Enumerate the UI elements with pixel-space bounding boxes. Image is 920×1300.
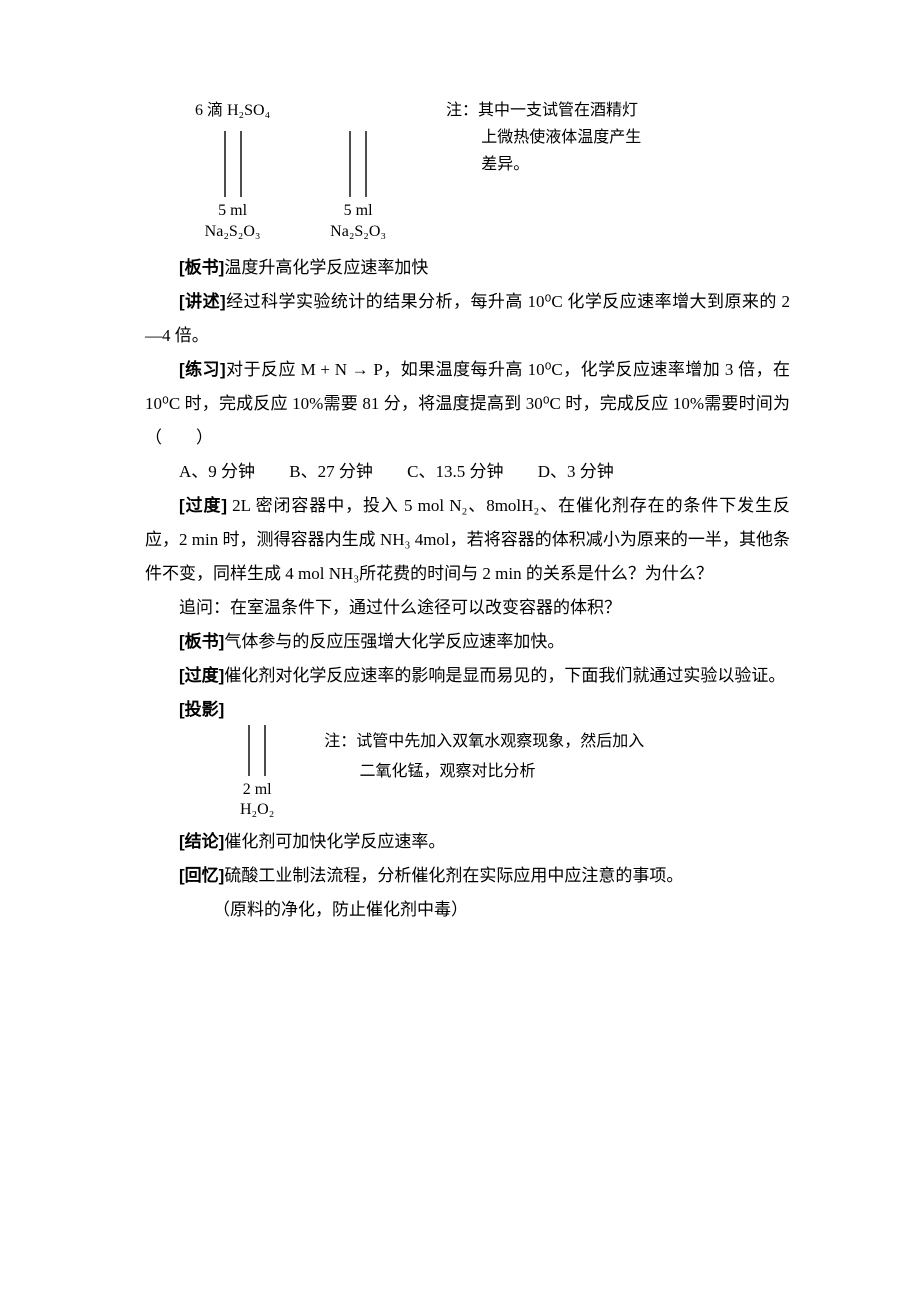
- guodu-text: 催化剂对化学反应速率的影响是显而易见的，下面我们就通过实验以验证。: [224, 666, 785, 685]
- volume-label: 5 ml: [344, 202, 373, 219]
- option-c: C、13.5 分钟: [407, 462, 503, 481]
- exp1-top-label: 6 滴 H₂SO₄: [195, 95, 270, 127]
- test-tube-icon: [245, 723, 269, 778]
- exp1-t2-bottom: 5 ml Na₂S₂O₃: [330, 201, 386, 243]
- exp1-top-spacer: [356, 95, 360, 127]
- note-line: 注：试管中先加入双氧水观察现象，然后加入: [324, 727, 644, 757]
- lianxi-label: [练习]: [179, 360, 226, 379]
- chemical-label: H₂O₂: [240, 801, 274, 818]
- banshu-text: 气体参与的反应压强增大化学反应速率加快。: [224, 632, 564, 651]
- note-line: 上微热使液体温度产生: [446, 124, 641, 151]
- jiangshu-para: [讲述]经过科学实验统计的结果分析，每升高 10⁰C 化学反应速率增大到原来的 …: [145, 285, 790, 353]
- jielun-para: [结论]催化剂可加快化学反应速率。: [145, 825, 790, 859]
- huiyi-sub: （原料的净化，防止催化剂中毒）: [145, 893, 790, 927]
- zhuiwen-text: 追问：在室温条件下，通过什么途径可以改变容器的体积？: [179, 598, 621, 617]
- volume-label: 5 ml: [218, 202, 247, 219]
- note-line: 二氧化锰，观察对比分析: [324, 757, 644, 787]
- touying-label: [投影]: [179, 700, 224, 719]
- jiangshu-text: 经过科学实验统计的结果分析，每升高 10⁰C 化学反应速率增大到原来的 2—4 …: [145, 292, 790, 345]
- huiyi-label: [回忆]: [179, 866, 224, 885]
- chemical-label: Na₂S₂O₃: [330, 223, 386, 240]
- experiment2-note: 注：试管中先加入双氧水观察现象，然后加入 二氧化锰，观察对比分析: [324, 723, 644, 788]
- document-page: 6 滴 H₂SO₄ 5 ml Na₂S₂O₃ 5 ml Na₂S₂O₃ 注：其中…: [0, 0, 920, 987]
- note-line: 注：其中一支试管在酒精灯: [446, 97, 641, 124]
- jielun-label: [结论]: [179, 832, 224, 851]
- experiment1-row: 6 滴 H₂SO₄ 5 ml Na₂S₂O₃ 5 ml Na₂S₂O₃ 注：其中…: [195, 95, 790, 243]
- experiment1-tube2: 5 ml Na₂S₂O₃: [330, 95, 386, 243]
- volume-label: 2 ml: [243, 781, 272, 798]
- huiyi-text: 硫酸工业制法流程，分析催化剂在实际应用中应注意的事项。: [224, 866, 683, 885]
- huiyi-para: [回忆]硫酸工业制法流程，分析催化剂在实际应用中应注意的事项。: [145, 859, 790, 893]
- chemical-label: Na₂S₂O₃: [205, 223, 261, 240]
- banshu-para: [板书]温度升高化学反应速率加快: [145, 251, 790, 285]
- option-b: B、27 分钟: [289, 462, 373, 481]
- guodu-text: 2L 密闭容器中，投入 5 mol N₂、8molH₂、在催化剂存在的条件下发生…: [145, 496, 790, 583]
- lianxi-para: [练习]对于反应 M + N → P，如果温度每升高 10⁰C，化学反应速率增加…: [145, 353, 790, 455]
- option-a: A、9 分钟: [179, 462, 255, 481]
- banshu-label: [板书]: [179, 258, 224, 277]
- jiangshu-label: [讲述]: [179, 292, 226, 311]
- touying-para: [投影]: [145, 693, 790, 727]
- exp2-bottom: 2 ml H₂O₂: [240, 780, 274, 822]
- test-tube-icon: [346, 129, 370, 199]
- zhuiwen-para: 追问：在室温条件下，通过什么途径可以改变容器的体积？: [145, 591, 790, 625]
- banshu2-para: [板书]气体参与的反应压强增大化学反应速率加快。: [145, 625, 790, 659]
- experiment2-row: 2 ml H₂O₂ 注：试管中先加入双氧水观察现象，然后加入 二氧化锰，观察对比…: [240, 723, 790, 822]
- banshu-text: 温度升高化学反应速率加快: [224, 258, 428, 277]
- guodu-label: [过度]: [179, 496, 227, 515]
- guodu-label: [过度]: [179, 666, 224, 685]
- guodu1-para: [过度] 2L 密闭容器中，投入 5 mol N₂、8molH₂、在催化剂存在的…: [145, 489, 790, 591]
- note-line: 差异。: [446, 151, 641, 178]
- guodu2-para: [过度]催化剂对化学反应速率的影响是显而易见的，下面我们就通过实验以验证。: [145, 659, 790, 693]
- experiment1-note: 注：其中一支试管在酒精灯 上微热使液体温度产生 差异。: [446, 95, 641, 179]
- lianxi-options: A、9 分钟 B、27 分钟 C、13.5 分钟 D、3 分钟: [145, 455, 790, 489]
- exp1-t1-bottom: 5 ml Na₂S₂O₃: [205, 201, 261, 243]
- banshu-label: [板书]: [179, 632, 224, 651]
- jielun-text: 催化剂可加快化学反应速率。: [224, 832, 445, 851]
- lianxi-text: 对于反应 M + N → P，如果温度每升高 10⁰C，化学反应速率增加 3 倍…: [145, 360, 790, 447]
- option-d: D、3 分钟: [538, 462, 614, 481]
- test-tube-icon: [221, 129, 245, 199]
- experiment1-tube1: 6 滴 H₂SO₄ 5 ml Na₂S₂O₃: [195, 95, 270, 243]
- experiment2-tube: 2 ml H₂O₂: [240, 723, 274, 822]
